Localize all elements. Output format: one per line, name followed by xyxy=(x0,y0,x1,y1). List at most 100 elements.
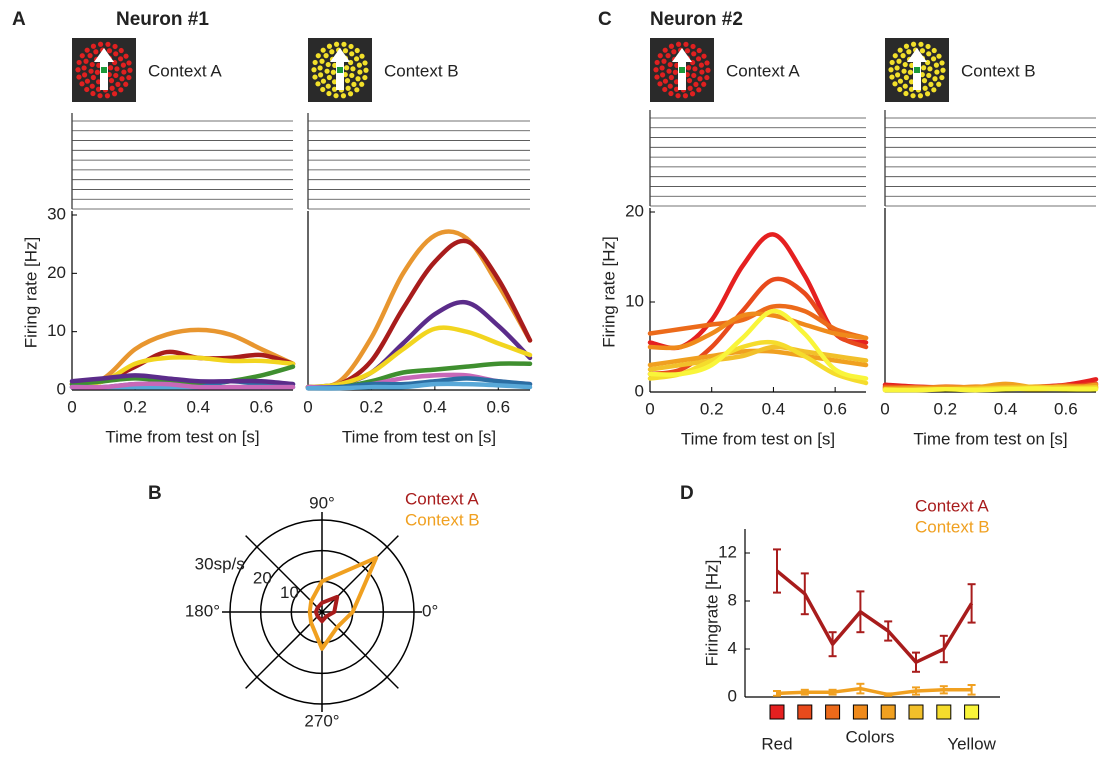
icon-dot xyxy=(686,65,692,71)
r-tick-label: 30sp/s xyxy=(195,554,245,573)
icon-dot xyxy=(933,62,939,68)
color-swatch xyxy=(936,704,952,720)
icon-dot xyxy=(356,62,362,68)
icon-dot xyxy=(900,53,906,59)
icon-dot xyxy=(359,81,365,87)
icon-dot xyxy=(123,53,129,59)
icon-dot xyxy=(653,67,659,73)
icon-dot xyxy=(673,86,680,92)
icon-dot xyxy=(115,81,121,87)
color-swatch xyxy=(797,704,813,720)
icon-dot xyxy=(936,81,942,87)
icon-dot xyxy=(89,83,95,89)
y-tick-label: 30 xyxy=(47,204,66,223)
icon-dot xyxy=(889,59,895,66)
icon-dot xyxy=(919,48,926,54)
icon-dot xyxy=(90,43,97,49)
psth-line xyxy=(305,325,533,390)
icon-dot xyxy=(675,93,681,99)
icon-dot xyxy=(697,76,703,82)
icon-dot xyxy=(696,87,702,93)
polar-ring xyxy=(229,519,415,705)
icon-dot xyxy=(922,85,928,91)
icon-dot xyxy=(326,90,332,97)
x-axis-label: Time from test on [s] xyxy=(342,427,496,446)
icon-dot xyxy=(939,60,945,66)
color-swatch xyxy=(769,704,785,720)
icon-dot xyxy=(311,67,317,73)
icon-dot xyxy=(698,62,704,68)
icon-dot xyxy=(104,93,111,99)
icon-dot xyxy=(927,66,933,72)
icon-dot xyxy=(931,87,937,93)
color-swatch xyxy=(880,704,896,720)
icon-dot xyxy=(701,53,707,59)
icon-dot xyxy=(325,61,331,68)
icon-dot xyxy=(105,41,111,47)
icon-dot xyxy=(330,69,336,75)
icon-dot xyxy=(692,66,698,72)
icon-dot xyxy=(926,51,932,57)
icon-dot xyxy=(894,65,900,71)
icon-dot xyxy=(113,51,119,57)
icon-dot xyxy=(354,47,360,54)
icon-dot xyxy=(93,49,99,55)
icon-dot xyxy=(903,90,909,97)
icon-dot xyxy=(83,58,89,64)
icon-dot xyxy=(109,85,115,91)
icon-dot xyxy=(672,69,678,75)
icon-dot xyxy=(340,93,347,99)
x-axis-label: Time from test on [s] xyxy=(913,429,1067,448)
icon-dot xyxy=(902,61,908,68)
icon-dot xyxy=(111,91,118,97)
icon-dot xyxy=(897,47,903,53)
icon-dot xyxy=(895,72,901,78)
icon-dot xyxy=(89,61,95,68)
icon-dot xyxy=(695,56,702,62)
icon-dot xyxy=(94,69,100,75)
icon-dot xyxy=(315,53,321,59)
icon-dot xyxy=(684,48,691,54)
r-tick-label: 10 xyxy=(280,583,299,602)
icon-dot xyxy=(79,81,85,87)
y-tick-label: 0 xyxy=(635,381,644,400)
icon-dot xyxy=(906,49,912,55)
context-title: Context A xyxy=(148,61,222,80)
icon-dot xyxy=(668,90,674,97)
x-tick-label: 0 xyxy=(645,399,654,418)
icon-dot xyxy=(926,72,932,79)
icon-dot xyxy=(696,47,702,54)
annotation: Yellow xyxy=(947,734,996,753)
icon-dot xyxy=(84,86,90,93)
icon-dot xyxy=(95,79,102,85)
annotation: Red xyxy=(761,734,792,753)
icon-dot xyxy=(363,67,369,73)
icon-dot xyxy=(917,93,924,99)
icon-dot xyxy=(325,83,331,89)
icon-dot xyxy=(320,78,327,84)
icon-dot xyxy=(121,69,127,75)
icon-dot xyxy=(657,53,663,59)
x-tick-label: 0.2 xyxy=(933,399,957,418)
icon-dot xyxy=(704,60,710,66)
icon-dot xyxy=(924,91,931,97)
psth-line xyxy=(647,344,869,372)
icon-dot xyxy=(344,78,351,84)
icon-dot xyxy=(654,74,660,80)
context-title: Context B xyxy=(384,61,459,80)
icon-dot xyxy=(354,87,360,93)
icon-dot xyxy=(903,43,910,49)
psth-line xyxy=(69,364,296,387)
icon-dot xyxy=(312,59,318,66)
icon-dot xyxy=(348,43,354,50)
context-title: Context B xyxy=(961,61,1036,80)
icon-dot xyxy=(315,81,321,87)
icon-dot xyxy=(908,79,915,85)
y-tick-label: 20 xyxy=(47,263,66,282)
stimulus-icon xyxy=(308,38,372,102)
icon-fixation xyxy=(914,67,920,73)
icon-dot xyxy=(355,76,361,82)
icon-dot xyxy=(76,59,82,66)
icon-dot xyxy=(705,67,711,73)
